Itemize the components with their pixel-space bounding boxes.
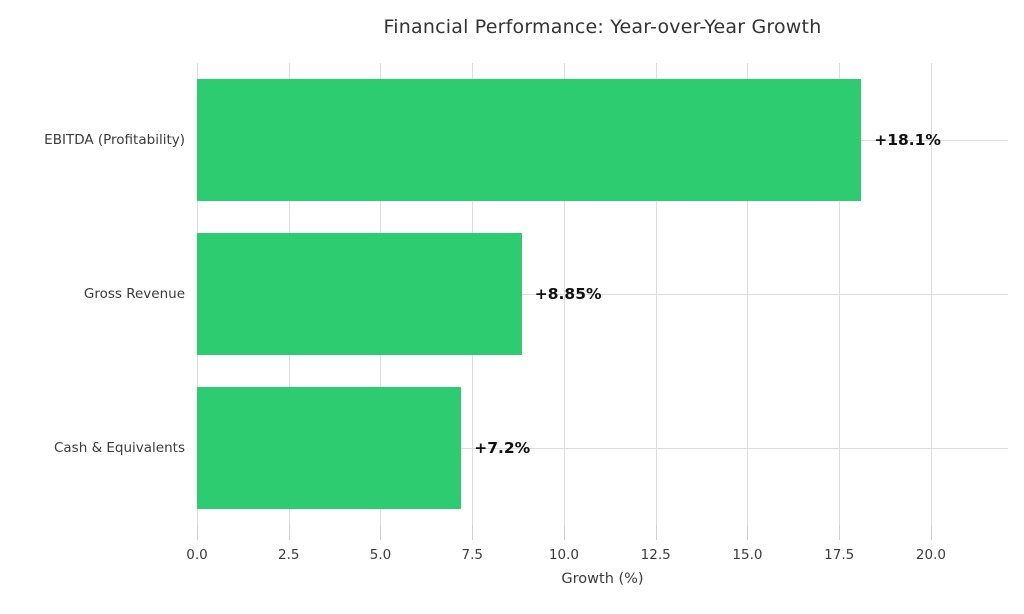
bar-value-label-gross-revenue: +8.85% <box>534 285 602 303</box>
x-tick-label: 12.5 <box>640 547 671 563</box>
x-tick-mark <box>380 525 382 540</box>
x-tick-label: 7.5 <box>461 547 483 563</box>
x-tick-label: 0.0 <box>186 547 208 563</box>
x-tick-mark <box>655 525 657 540</box>
y-category-label-ebitda-profitability: EBITDA (Profitability) <box>44 132 185 148</box>
bar-cash-equivalents <box>197 387 462 509</box>
x-tick-mark <box>288 525 290 540</box>
x-tick-label: 5.0 <box>369 547 392 563</box>
bar-ebitda-profitability <box>197 79 862 201</box>
x-tick-label: 17.5 <box>824 547 855 563</box>
horizontal-gridline <box>197 294 1008 295</box>
bar-value-label-ebitda-profitability: +18.1% <box>874 131 941 149</box>
y-category-label-cash-equivalents: Cash & Equivalents <box>53 440 185 456</box>
x-tick-mark <box>839 525 841 540</box>
chart-title: Financial Performance: Year-over-Year Gr… <box>383 16 822 38</box>
x-tick-mark <box>930 525 932 540</box>
x-tick-mark <box>747 525 749 540</box>
x-tick-label: 20.0 <box>915 547 946 563</box>
y-category-label-gross-revenue: Gross Revenue <box>83 286 185 302</box>
x-tick-mark <box>563 525 565 540</box>
x-tick-label: 10.0 <box>548 547 579 563</box>
bar-value-label-cash-equivalents: +7.2% <box>474 439 531 457</box>
x-axis-label: Growth (%) <box>561 571 644 587</box>
plot-area <box>197 63 1008 525</box>
bar-gross-revenue <box>197 233 522 355</box>
x-tick-label: 2.5 <box>277 547 300 563</box>
x-tick-label: 15.0 <box>732 547 763 563</box>
x-tick-mark <box>472 525 474 540</box>
horizontal-gridline <box>197 448 1008 449</box>
x-tick-mark <box>197 525 198 540</box>
